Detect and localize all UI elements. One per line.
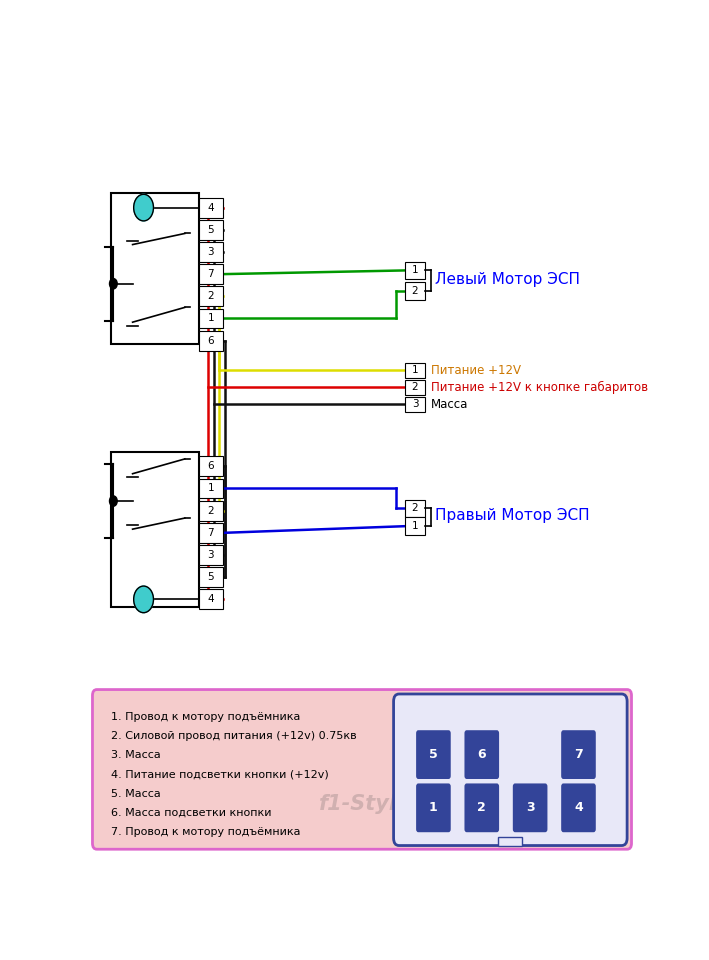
Bar [199,198,223,218]
Bar [199,220,223,240]
FancyBboxPatch shape [464,731,499,779]
Bar [199,501,223,520]
Text: 7: 7 [574,748,583,761]
Bar [199,545,223,565]
Text: 4: 4 [208,203,214,212]
Text: f1-Style: f1-Style [319,794,411,814]
Text: 5: 5 [208,225,214,235]
Text: 2: 2 [412,382,418,393]
Text: 1: 1 [412,521,418,531]
Text: Питание +12V к кнопке габаритов: Питание +12V к кнопке габаритов [431,381,648,394]
FancyBboxPatch shape [562,783,596,832]
Text: 6: 6 [208,462,214,471]
Text: 2. Силовой провод питания (+12v) 0.75кв: 2. Силовой провод питания (+12v) 0.75кв [111,731,356,741]
Bar [199,567,223,588]
Text: 3. Масса: 3. Масса [111,750,160,760]
FancyBboxPatch shape [92,689,632,850]
Bar [405,282,425,300]
Text: 6: 6 [208,336,214,346]
Bar [199,456,223,476]
Text: 1: 1 [412,265,418,276]
Text: 7: 7 [208,269,214,279]
Text: 5: 5 [208,572,214,582]
Bar [199,308,223,328]
Bar [199,242,223,262]
Text: 6: 6 [477,748,486,761]
Text: 1. Провод к мотору подъёмника: 1. Провод к мотору подъёмника [111,711,300,722]
Bar [199,330,223,350]
Circle shape [134,194,153,221]
Text: Питание +12V: Питание +12V [431,364,521,376]
Text: Правый Мотор ЭСП: Правый Мотор ЭСП [435,509,589,523]
Text: 2: 2 [412,286,418,296]
Bar [405,517,425,535]
Text: 3: 3 [412,399,418,409]
Bar [498,837,523,846]
Text: 2: 2 [208,291,214,301]
Bar [199,523,223,542]
FancyBboxPatch shape [513,783,547,832]
Text: 3: 3 [526,802,535,814]
Text: 1: 1 [412,365,418,375]
FancyBboxPatch shape [393,694,627,846]
Bar [199,589,223,610]
Bar [111,193,199,345]
Bar [199,286,223,306]
Circle shape [109,496,117,506]
FancyBboxPatch shape [562,731,596,779]
Text: 4: 4 [208,594,214,605]
FancyBboxPatch shape [464,783,499,832]
Text: 3: 3 [208,550,214,560]
Circle shape [134,586,153,612]
Text: 1: 1 [429,802,437,814]
Bar [199,264,223,284]
Bar [405,363,425,377]
Text: 5. Масса: 5. Масса [111,788,160,799]
Bar [405,499,425,517]
Bar [111,451,199,607]
Text: 2: 2 [208,506,214,516]
Text: 1: 1 [208,314,214,324]
Text: 2: 2 [412,503,418,514]
Text: 1: 1 [208,484,214,493]
Text: 4: 4 [574,802,583,814]
Text: 7. Провод к мотору подъёмника: 7. Провод к мотору подъёмника [111,828,300,837]
Text: Масса: Масса [431,397,469,411]
Text: 2: 2 [477,802,486,814]
Text: 6. Масса подсветки кнопки: 6. Масса подсветки кнопки [111,807,271,818]
FancyBboxPatch shape [416,783,451,832]
Bar [405,380,425,395]
FancyBboxPatch shape [416,731,451,779]
Circle shape [109,278,117,289]
Text: 7: 7 [208,528,214,538]
Bar [405,261,425,279]
Bar [405,396,425,412]
Bar [199,478,223,498]
Text: 3: 3 [208,247,214,257]
Text: Левый Мотор ЭСП: Левый Мотор ЭСП [435,272,580,287]
Text: 4. Питание подсветки кнопки (+12v): 4. Питание подсветки кнопки (+12v) [111,769,328,780]
Text: 5: 5 [429,748,437,761]
